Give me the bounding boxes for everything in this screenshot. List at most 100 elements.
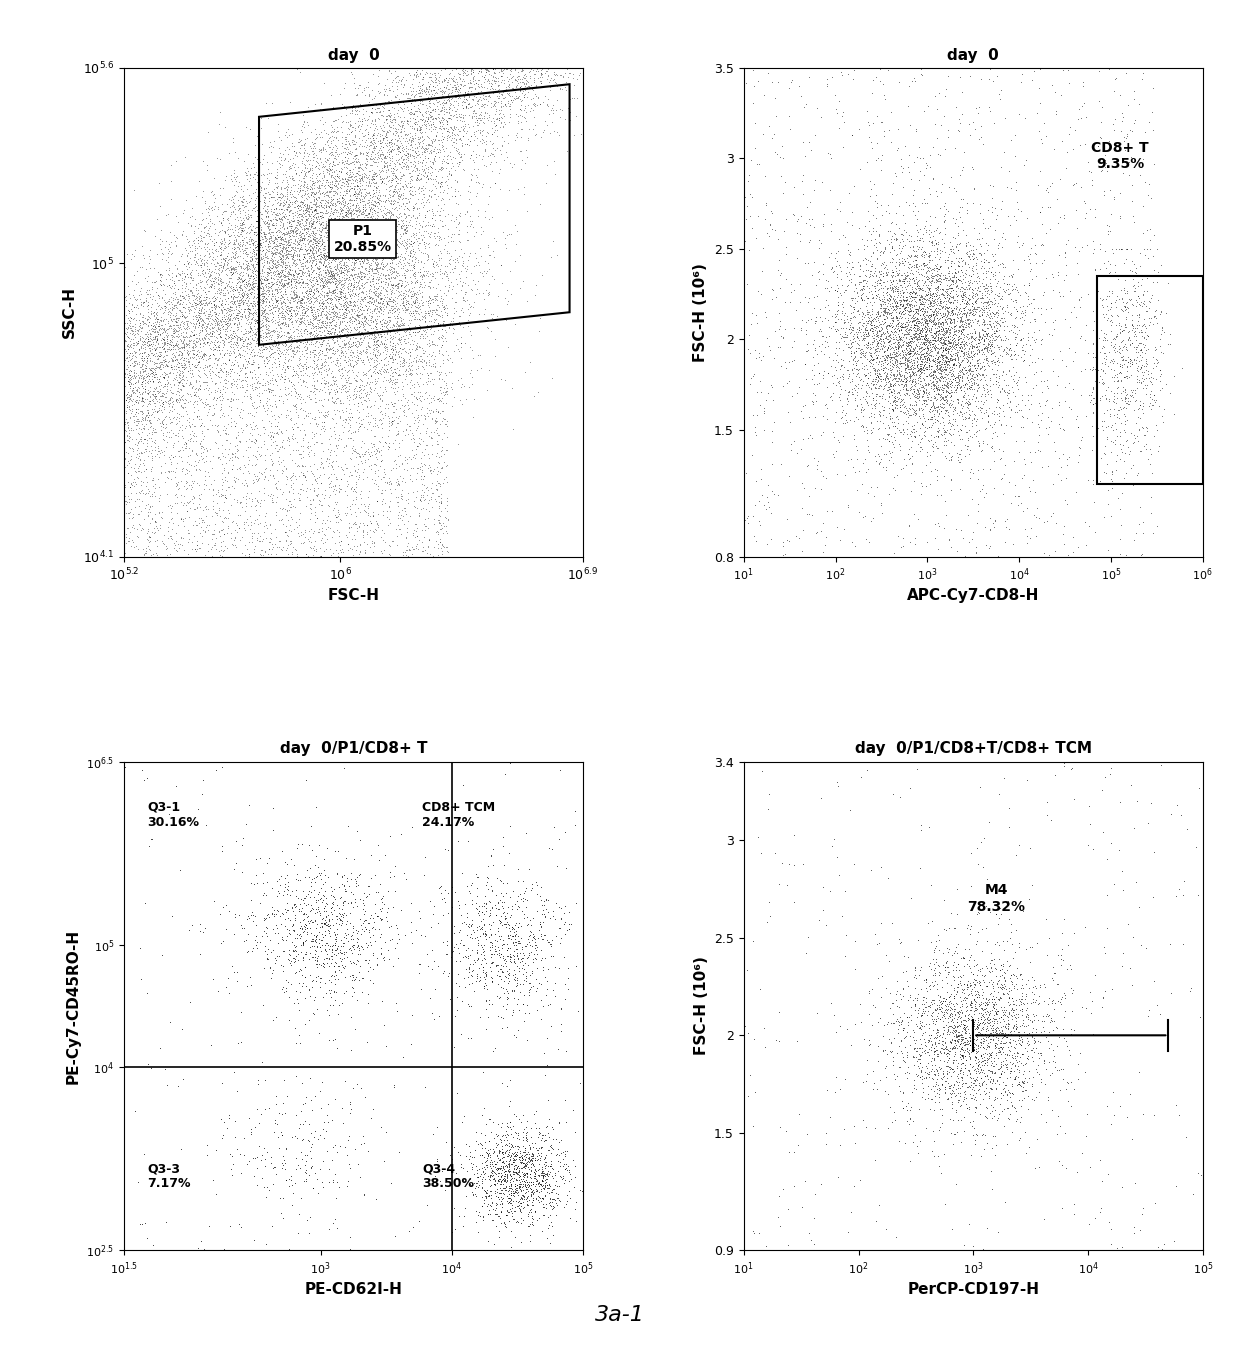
Point [392,394,412,416]
Point [470,130,490,152]
Point [510,1176,529,1197]
Point [401,215,420,236]
Point [883,328,903,349]
Point [273,255,293,277]
Point [281,541,301,563]
Point [934,321,954,342]
Point [314,247,334,269]
Point [461,374,481,395]
Point [130,453,150,474]
Point [314,250,334,272]
Point [966,360,986,382]
Point [904,295,924,317]
Point [412,90,432,111]
Point [222,186,242,208]
Point [461,915,481,936]
Point [177,314,197,336]
Point [362,280,382,302]
Point [962,427,982,448]
Point [337,815,357,837]
Point [908,387,928,409]
Point [825,410,844,432]
Point [471,1132,491,1154]
Point [342,476,362,497]
Point [936,1000,956,1022]
Point [184,342,203,364]
Point [334,269,353,291]
Point [262,283,281,304]
Point [355,326,374,348]
Point [1022,1011,1042,1033]
Point [264,330,284,352]
Point [854,357,874,379]
Point [491,84,511,106]
Point [1050,207,1070,228]
Point [526,275,546,296]
Point [906,372,926,394]
Point [288,235,308,257]
Point [879,450,899,472]
Point [899,370,919,391]
Point [474,288,494,310]
Point [956,294,976,315]
Point [236,930,255,951]
Point [409,900,429,921]
Point [956,359,976,381]
Point [940,1023,960,1045]
Point [331,285,351,307]
Point [374,893,394,915]
Point [250,512,270,534]
Point [557,58,577,80]
Point [817,466,837,488]
Point [1029,992,1049,1014]
Point [453,96,472,118]
Point [165,317,185,338]
Point [1037,1026,1056,1048]
Point [358,504,378,526]
Point [885,342,905,364]
Point [993,484,1013,506]
Point [486,57,506,79]
Point [258,438,278,459]
Point [904,421,924,443]
Point [491,870,511,892]
Point [971,114,991,136]
Point [341,463,361,485]
Point [149,173,169,194]
Point [243,260,263,281]
Point [222,296,242,318]
Point [267,478,286,500]
Point [880,313,900,334]
Point [414,204,434,226]
Point [247,446,267,467]
Point [336,99,356,121]
Point [134,440,154,462]
Point [164,272,184,294]
Point [1102,242,1122,264]
Point [255,400,275,421]
Point [366,247,386,269]
Point [900,462,920,484]
Point [325,951,345,973]
Point [978,1059,998,1080]
Point [944,942,963,964]
Point [950,996,970,1018]
Point [404,292,424,314]
Point [434,69,454,91]
Point [919,307,939,329]
Point [556,1090,575,1112]
Point [861,260,880,281]
Point [327,228,347,250]
Point [556,57,575,79]
Point [311,317,331,338]
Point [273,285,293,307]
Point [996,531,1016,553]
Point [319,915,339,936]
Point [191,488,211,510]
Point [258,397,278,419]
Point [265,217,285,239]
Point [167,330,187,352]
Point [930,82,950,103]
Point [501,90,521,111]
Point [310,205,330,227]
